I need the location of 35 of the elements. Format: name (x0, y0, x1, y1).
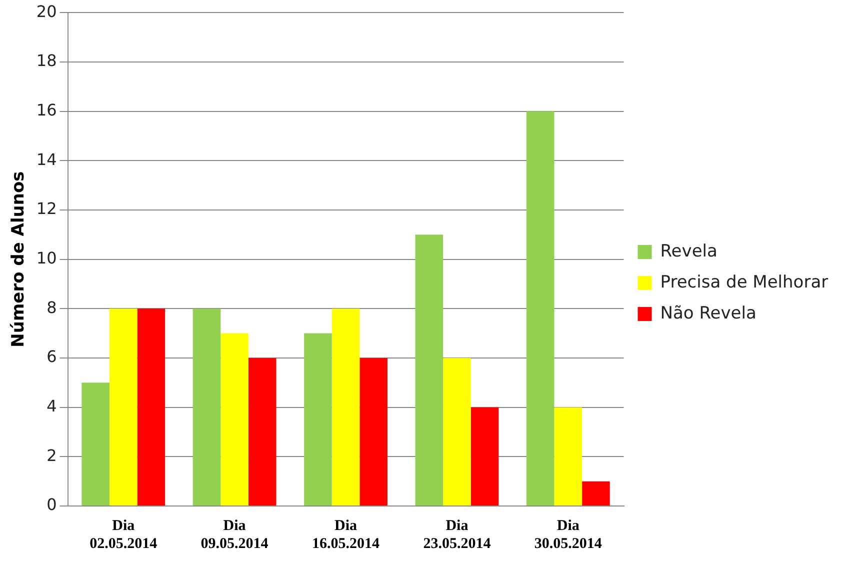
bar (332, 308, 360, 506)
legend-label: Revela (660, 241, 718, 262)
y-tick-label: 12 (36, 199, 57, 218)
x-tick-label: Dia 16.05.2014 (312, 518, 380, 552)
bar (443, 358, 471, 506)
bar (304, 333, 332, 506)
bar (220, 333, 248, 506)
bar (109, 308, 138, 506)
legend-label: Não Revela (660, 303, 756, 324)
y-tick-label: 14 (36, 150, 57, 169)
bar (192, 308, 221, 506)
x-tick-label: Dia 23.05.2014 (423, 518, 492, 552)
legend-label: Precisa de Melhorar (660, 272, 828, 292)
y-axis-title: Número de Alunos (8, 171, 29, 348)
bar (82, 382, 110, 506)
bar (248, 358, 276, 506)
y-tick-label: 16 (36, 100, 57, 120)
y-tick-label: 2 (46, 446, 57, 465)
bar (526, 111, 554, 506)
bar (360, 358, 388, 506)
y-tick-label: 18 (36, 51, 57, 70)
bar (582, 481, 610, 506)
y-tick-label: 6 (46, 347, 57, 366)
y-tick-label: 4 (46, 396, 57, 416)
bar (554, 407, 582, 506)
x-tick-label: Dia 02.05.2014 (90, 518, 158, 552)
y-tick-label: 10 (36, 248, 57, 268)
bar (470, 407, 499, 506)
y-tick-label: 8 (46, 298, 57, 317)
bar (415, 234, 444, 506)
y-tick-label: 20 (36, 2, 57, 21)
x-tick-label: Dia 09.05.2014 (200, 518, 269, 552)
x-tick-label: Dia 30.05.2014 (534, 518, 602, 552)
bar (137, 308, 166, 506)
y-tick-label: 0 (46, 495, 57, 514)
